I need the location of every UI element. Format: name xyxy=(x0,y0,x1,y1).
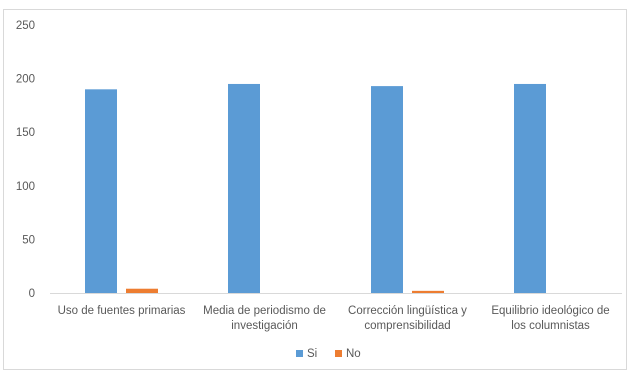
category-label-line: Corrección lingüística y xyxy=(348,305,467,317)
legend-label-si: Si xyxy=(307,348,317,360)
bar-no-1 xyxy=(126,288,158,293)
y-tick-label: 0 xyxy=(29,288,35,300)
category-label: Corrección lingüística y comprensibilidad xyxy=(348,305,467,332)
category-label-line: Uso de fuentes primarias xyxy=(58,305,186,317)
category-label-line: los columnistas xyxy=(511,320,590,332)
y-tick-label: 100 xyxy=(16,181,35,193)
y-tick-label: 150 xyxy=(16,127,35,139)
category-label: Equilibrio ideológico de los columnistas xyxy=(491,305,609,332)
bars xyxy=(85,83,546,294)
y-axis-ticks: 0 50 100 150 200 250 xyxy=(16,20,35,300)
legend-swatch-no xyxy=(335,350,342,357)
bar-no-3 xyxy=(412,290,444,293)
y-tick-label: 250 xyxy=(16,20,35,32)
legend: Si No xyxy=(296,348,361,360)
bar-si-2 xyxy=(228,83,260,294)
bar-si-3 xyxy=(371,86,403,293)
y-tick-label: 50 xyxy=(22,234,35,246)
legend-label-no: No xyxy=(346,348,361,360)
category-labels: Uso de fuentes primarias Media de periodi… xyxy=(58,305,610,332)
category-label: Uso de fuentes primarias xyxy=(58,305,186,317)
category-label-line: Media de periodismo de xyxy=(203,305,326,317)
category-label-line: comprensibilidad xyxy=(364,320,450,332)
y-tick-label: 200 xyxy=(16,74,35,86)
bar-si-1 xyxy=(85,89,117,293)
category-label-line: Equilibrio ideológico de xyxy=(491,305,609,317)
category-label-line: investigación xyxy=(231,320,297,332)
bar-si-4 xyxy=(514,83,546,294)
legend-swatch-si xyxy=(296,350,303,357)
category-label: Media de periodismo de investigación xyxy=(203,305,326,332)
